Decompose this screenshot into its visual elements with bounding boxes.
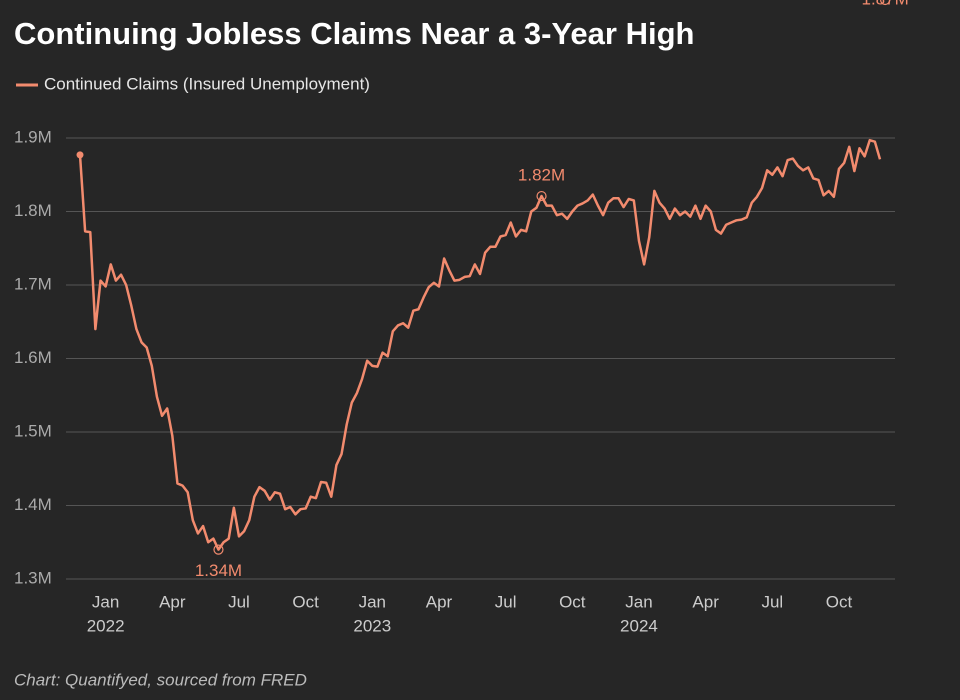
source: Chart: Quantifyed, sourced from FRED [14,670,307,689]
chart-title: Continuing Jobless Claims Near a 3-Year … [14,16,694,51]
x-tick-label: Jul [495,592,517,611]
x-tick-label: Jul [228,592,250,611]
x-tick-label: Apr [159,592,186,611]
x-tick-label: Oct [292,592,319,611]
value-label: 1.87M [862,0,909,8]
y-tick-label: 1.5M [14,421,52,440]
x-tick-label: Oct [826,592,853,611]
x-year-label: 2024 [620,616,658,635]
x-tick-label: Jan [359,592,386,611]
value-label: 1.82M [518,166,565,185]
x-year-label: 2023 [353,616,391,635]
end-point [76,151,84,159]
value-label: 1.34M [195,561,242,580]
point-marker [880,0,891,6]
y-tick-label: 1.4M [14,495,52,514]
y-tick-label: 1.6M [14,348,52,367]
x-tick-label: Apr [426,592,453,611]
x-tick-label: Jul [761,592,783,611]
y-tick-label: 1.9M [14,127,52,146]
x-tick-label: Apr [692,592,719,611]
y-tick-label: 1.8M [14,201,52,220]
x-tick-label: Oct [559,592,586,611]
point-marker [213,544,224,555]
y-tick-label: 1.3M [14,568,52,587]
x-tick-label: Jan [92,592,119,611]
x-year-label: 2022 [87,616,125,635]
legend-label: Continued Claims (Insured Unemployment) [44,74,370,93]
point-marker [536,190,547,202]
line [78,138,882,551]
y-tick-label: 1.7M [14,274,52,293]
x-tick-label: Jan [625,592,652,611]
